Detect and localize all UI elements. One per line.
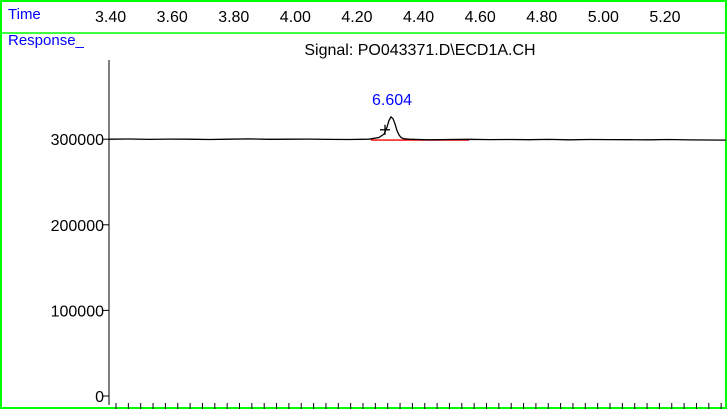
- top-tick-label: 3.80: [218, 9, 249, 26]
- top-tick-label: 4.60: [465, 9, 496, 26]
- plot-area: 6.604: [108, 92, 727, 141]
- top-tick-label: 4.40: [403, 9, 434, 26]
- top-tick-label: 3.40: [95, 9, 126, 26]
- top-tick-label: 4.80: [526, 9, 557, 26]
- y-tick-label: 200000: [51, 218, 104, 235]
- peak-retention-label: 6.604: [372, 92, 412, 109]
- top-tick-label: 4.20: [341, 9, 372, 26]
- y-tick-label: 300000: [51, 132, 104, 149]
- top-tick-label: 3.60: [157, 9, 188, 26]
- response-header-label: Response_: [8, 32, 85, 49]
- top-tick-label: 4.00: [280, 9, 311, 26]
- y-tick-label: 0: [95, 389, 104, 406]
- y-tick-label: 100000: [51, 303, 104, 320]
- top-tick-label: 5.20: [649, 9, 680, 26]
- signal-title: Signal: PO043371.D\ECD1A.CH: [304, 42, 535, 59]
- time-header-label: Time: [8, 6, 41, 23]
- y-axis: 0 100000 200000 300000: [51, 132, 109, 406]
- signal-trace: [108, 115, 727, 141]
- top-time-ticks: 3.40 3.60 3.80 4.00 4.20 4.40 4.60 4.80 5.00 5.20: [95, 9, 681, 26]
- x-axis-ticks: [115, 403, 722, 409]
- top-tick-label: 5.00: [588, 9, 619, 26]
